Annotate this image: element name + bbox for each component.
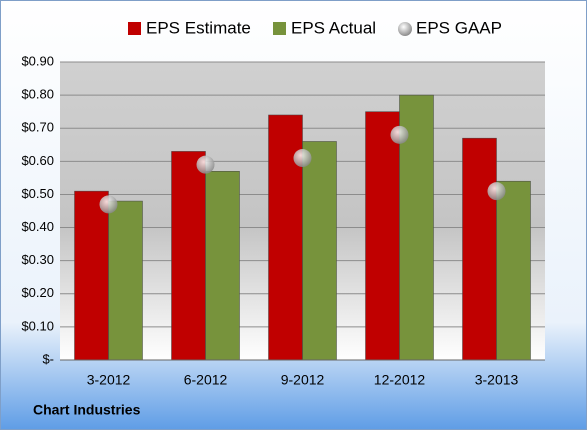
x-tick-label: 12-2012: [374, 372, 426, 388]
x-tick-label: 3-2013: [475, 372, 519, 388]
y-tick-label: $0.70: [21, 120, 54, 135]
y-tick-label: $0.40: [21, 219, 54, 234]
x-tick-label: 3-2012: [87, 372, 131, 388]
y-tick-label: $0.10: [21, 318, 54, 333]
point: [390, 125, 409, 144]
x-tick-label: 9-2012: [281, 372, 325, 388]
point: [99, 195, 118, 214]
bar: [496, 180, 531, 361]
bar: [302, 141, 337, 361]
legend-label: EPS Estimate: [146, 18, 251, 37]
y-tick-label: $0.20: [21, 285, 54, 300]
y-tick-label: $-: [42, 351, 54, 366]
y-tick-label: $0.30: [21, 252, 54, 267]
bar: [74, 190, 109, 361]
legend-label: EPS Actual: [291, 18, 376, 37]
legend-marker: [128, 22, 141, 35]
y-tick-label: $0.80: [21, 87, 54, 102]
bar: [462, 137, 497, 361]
bar: [171, 151, 206, 361]
footer: Chart Industries: [33, 402, 141, 418]
y-tick-label: $0.50: [21, 186, 54, 201]
bar: [108, 200, 143, 361]
legend-label: EPS GAAP: [416, 18, 502, 37]
y-tick-label: $0.60: [21, 153, 54, 168]
bar: [205, 171, 240, 361]
legend-marker: [398, 22, 412, 36]
legend: EPS Estimate EPS Actual EPS GAAP: [128, 18, 502, 37]
point: [487, 182, 506, 201]
bar: [365, 111, 400, 361]
point: [293, 149, 312, 168]
y-tick-label: $0.90: [21, 53, 54, 68]
point: [196, 155, 215, 174]
legend-marker: [273, 22, 286, 35]
x-tick-label: 6-2012: [184, 372, 228, 388]
